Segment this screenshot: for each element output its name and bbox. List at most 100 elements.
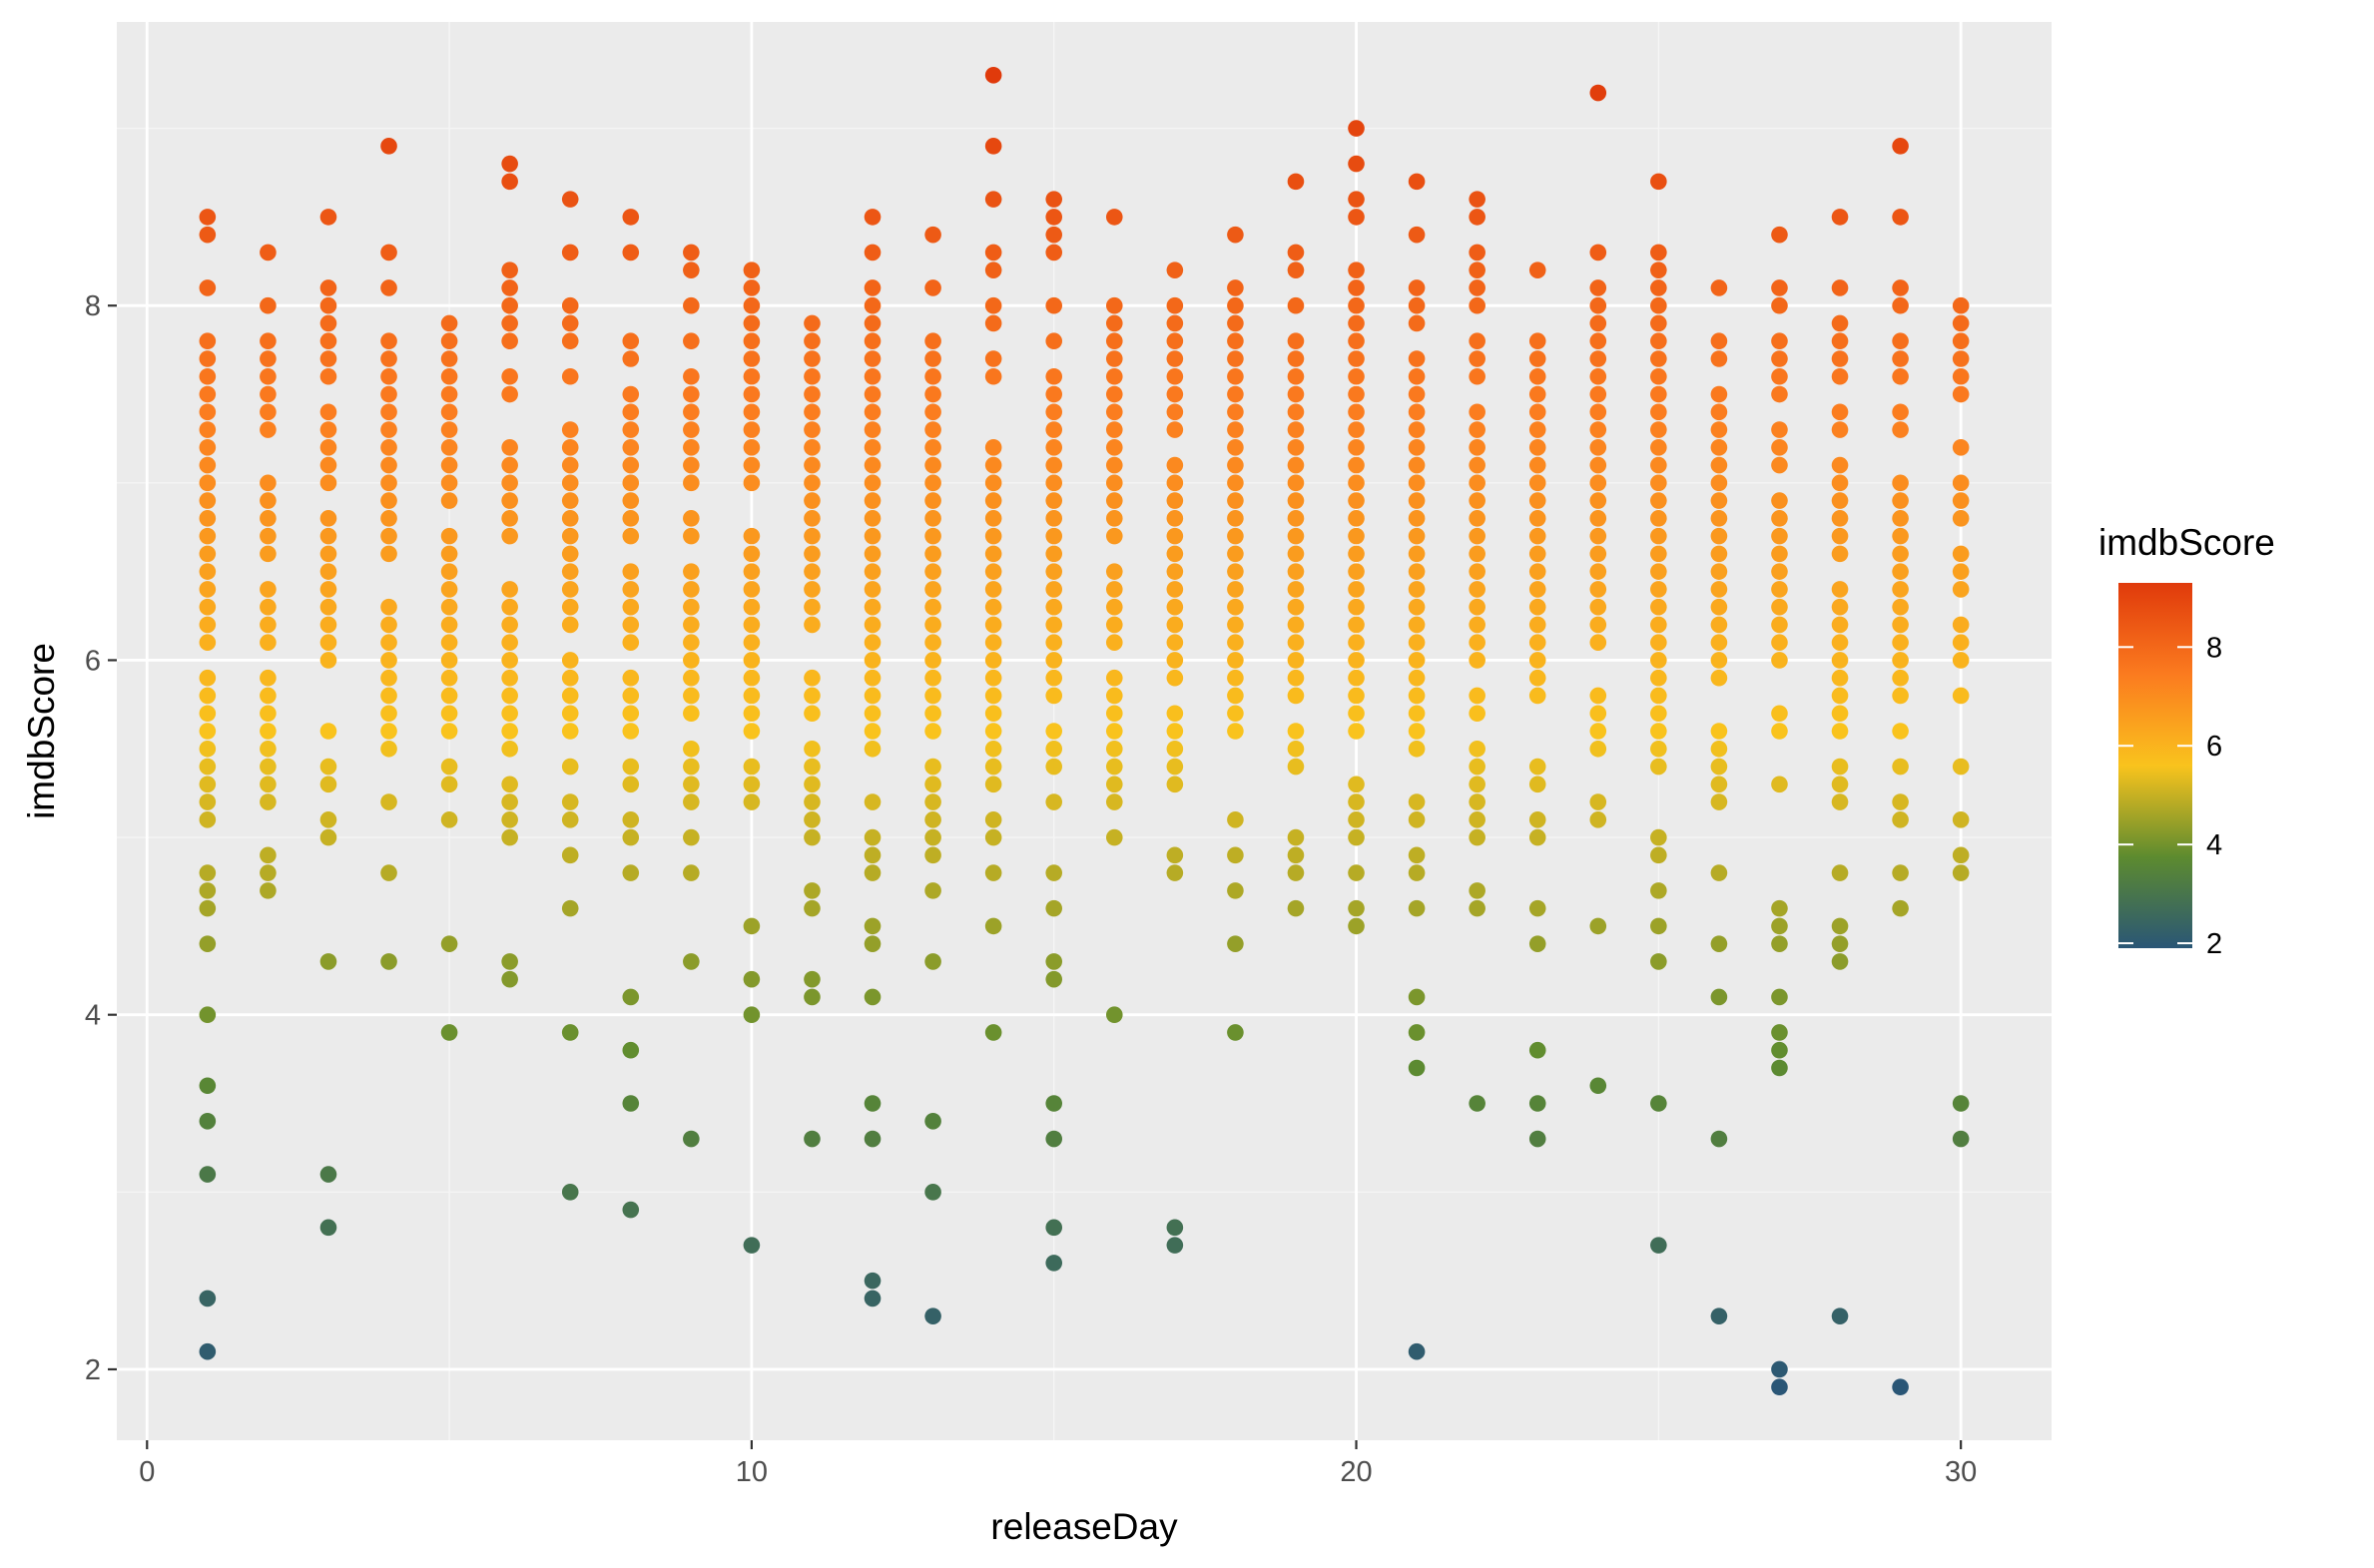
- data-point: [984, 439, 1002, 456]
- data-point: [260, 864, 277, 881]
- data-point: [1892, 421, 1909, 438]
- data-point: [319, 598, 337, 616]
- data-point: [199, 1342, 217, 1360]
- data-point: [622, 421, 640, 438]
- data-point: [1528, 474, 1546, 492]
- data-point: [1650, 244, 1667, 261]
- data-point: [561, 456, 579, 474]
- data-point: [1589, 723, 1607, 740]
- data-point: [984, 350, 1002, 367]
- data-point: [743, 581, 761, 598]
- data-point: [1771, 510, 1788, 527]
- data-point: [1528, 1095, 1546, 1112]
- data-point: [1227, 421, 1244, 438]
- data-point: [561, 527, 579, 545]
- data-point: [804, 439, 821, 456]
- data-point: [1166, 350, 1184, 367]
- data-point: [1166, 456, 1184, 474]
- data-point: [501, 492, 518, 509]
- data-point: [1348, 421, 1365, 438]
- data-point: [1166, 581, 1184, 598]
- x-tick-label: 20: [1340, 1456, 1372, 1488]
- data-point: [1771, 350, 1788, 367]
- data-point: [1227, 367, 1244, 385]
- data-point: [1771, 563, 1788, 580]
- data-point: [743, 1237, 761, 1254]
- data-point: [1589, 616, 1607, 634]
- data-point: [1469, 474, 1485, 492]
- data-point: [1166, 740, 1184, 758]
- data-point: [319, 367, 337, 385]
- data-point: [1771, 421, 1788, 438]
- data-point: [743, 385, 761, 403]
- data-point: [561, 793, 579, 810]
- data-point: [1710, 1130, 1728, 1148]
- data-point: [260, 367, 277, 385]
- data-point: [260, 687, 277, 705]
- data-point: [380, 350, 397, 367]
- data-point: [984, 138, 1002, 155]
- data-point: [1650, 421, 1667, 438]
- data-point: [199, 474, 217, 492]
- data-point: [1469, 705, 1485, 723]
- data-point: [743, 474, 761, 492]
- data-point: [1831, 474, 1849, 492]
- data-point: [1408, 1342, 1426, 1360]
- data-point: [984, 563, 1002, 580]
- data-point: [1892, 598, 1909, 616]
- data-point: [743, 296, 761, 314]
- data-point: [1105, 350, 1123, 367]
- data-point: [804, 492, 821, 509]
- data-point: [1105, 598, 1123, 616]
- data-point: [864, 545, 882, 563]
- data-point: [1408, 811, 1426, 828]
- data-point: [683, 740, 700, 758]
- data-point: [984, 598, 1002, 616]
- data-point: [440, 527, 458, 545]
- data-point: [1710, 616, 1728, 634]
- data-point: [984, 740, 1002, 758]
- data-point: [1348, 598, 1365, 616]
- data-point: [1045, 1255, 1063, 1272]
- data-point: [1227, 723, 1244, 740]
- data-point: [1589, 332, 1607, 350]
- data-point: [501, 261, 518, 278]
- data-point: [1650, 652, 1667, 669]
- data-point: [864, 705, 882, 723]
- data-point: [864, 1290, 882, 1307]
- data-point: [561, 687, 579, 705]
- data-point: [924, 385, 941, 403]
- data-point: [743, 545, 761, 563]
- data-point: [1227, 687, 1244, 705]
- data-point: [1831, 527, 1849, 545]
- data-point: [1348, 120, 1365, 137]
- data-point: [1408, 793, 1426, 810]
- data-point: [1952, 314, 1970, 332]
- data-point: [984, 314, 1002, 332]
- data-point: [1045, 403, 1063, 421]
- data-point: [319, 758, 337, 776]
- data-point: [864, 296, 882, 314]
- data-point: [1105, 723, 1123, 740]
- data-point: [1528, 367, 1546, 385]
- x-tick-label: 0: [139, 1456, 155, 1488]
- data-point: [1892, 510, 1909, 527]
- data-point: [1166, 652, 1184, 669]
- data-point: [924, 828, 941, 846]
- data-point: [1105, 581, 1123, 598]
- data-point: [1408, 864, 1426, 881]
- data-point: [683, 616, 700, 634]
- data-point: [683, 828, 700, 846]
- data-point: [1831, 793, 1849, 810]
- data-point: [1227, 474, 1244, 492]
- data-point: [561, 846, 579, 864]
- data-point: [1650, 687, 1667, 705]
- data-point: [1287, 527, 1305, 545]
- data-point: [1771, 988, 1788, 1006]
- data-point: [924, 421, 941, 438]
- data-point: [1589, 1077, 1607, 1095]
- data-point: [1892, 545, 1909, 563]
- data-point: [1892, 474, 1909, 492]
- data-point: [1348, 563, 1365, 580]
- data-point: [319, 296, 337, 314]
